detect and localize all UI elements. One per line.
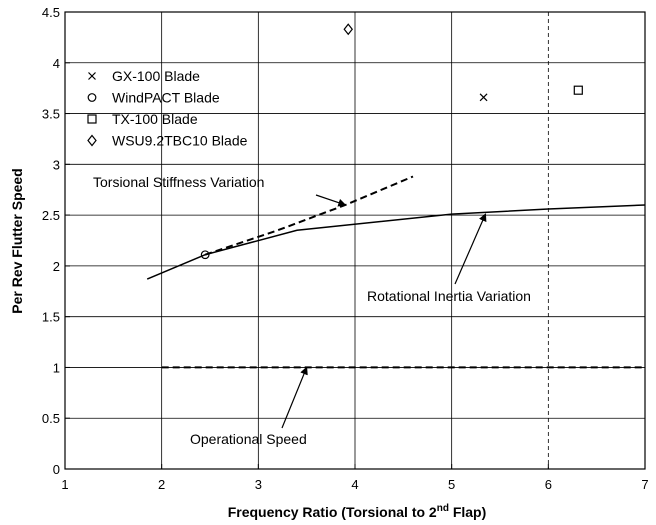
y-tick-label: 3.5 (42, 107, 60, 122)
x-tick-label: 3 (255, 477, 262, 492)
legend-entry: TX-100 Blade (112, 111, 198, 127)
rotational-inertia-variation-line (146, 204, 646, 280)
torsional-stiffness-variation-line (204, 175, 414, 256)
legend-marker (87, 93, 97, 102)
annotation-arrow (454, 213, 487, 285)
y-axis-title: Per Rev Flutter Speed (9, 168, 25, 314)
windpact-bladepoint-point (200, 250, 210, 260)
y-tick-label: 1.5 (42, 310, 60, 325)
y-tick-label: 4 (53, 56, 60, 71)
annotation-arrow (315, 194, 347, 207)
x-tick-label: 2 (158, 477, 165, 492)
annotation-arrow (281, 366, 308, 429)
y-tick-label: 0.5 (42, 411, 60, 426)
legend-marker (87, 114, 97, 124)
tick-labels: 0 0.5 1 1.5 2 2.5 3 3.5 4 4.5 1 2 3 4 5 6 7 (42, 5, 649, 492)
y-tick-label: 1 (53, 360, 60, 375)
gx-100-bladepoint-point (479, 93, 488, 102)
y-tick-label: 0 (53, 462, 60, 477)
legend-entry: WSU9.2TBC10 Blade (112, 133, 248, 149)
annotation-label: Torsional Stiffness Variation (93, 174, 264, 190)
grid (64, 11, 646, 470)
x-tick-label: 5 (448, 477, 455, 492)
x-axis-title: Frequency Ratio (Torsional to 2nd Flap) (228, 503, 487, 520)
y-tick-label: 2.5 (42, 208, 60, 223)
legend-entry: GX-100 Blade (112, 68, 200, 84)
x-tick-label: 7 (641, 477, 648, 492)
y-tick-label: 4.5 (42, 5, 60, 20)
y-tick-label: 3 (53, 157, 60, 172)
legend: GX-100 Blade WindPACT Blade TX-100 Blade WS… (87, 68, 248, 149)
wsu9-2tbc10-bladepoint-point (343, 23, 354, 36)
legend-marker (88, 72, 96, 80)
annotation-label: Rotational Inertia Variation (367, 288, 531, 304)
x-tick-label: 1 (61, 477, 68, 492)
annotations: Torsional Stiffness Variation Rotational … (93, 174, 531, 447)
data-points (200, 23, 583, 260)
tx-100-bladepoint-point (573, 85, 583, 95)
y-tick-label: 2 (53, 259, 60, 274)
x-tick-label: 6 (545, 477, 552, 492)
series (146, 175, 646, 369)
legend-marker (87, 134, 97, 147)
x-tick-label: 4 (351, 477, 358, 492)
legend-entry: WindPACT Blade (112, 90, 220, 106)
plot-frame (64, 11, 646, 470)
annotation-label: Operational Speed (190, 431, 307, 447)
